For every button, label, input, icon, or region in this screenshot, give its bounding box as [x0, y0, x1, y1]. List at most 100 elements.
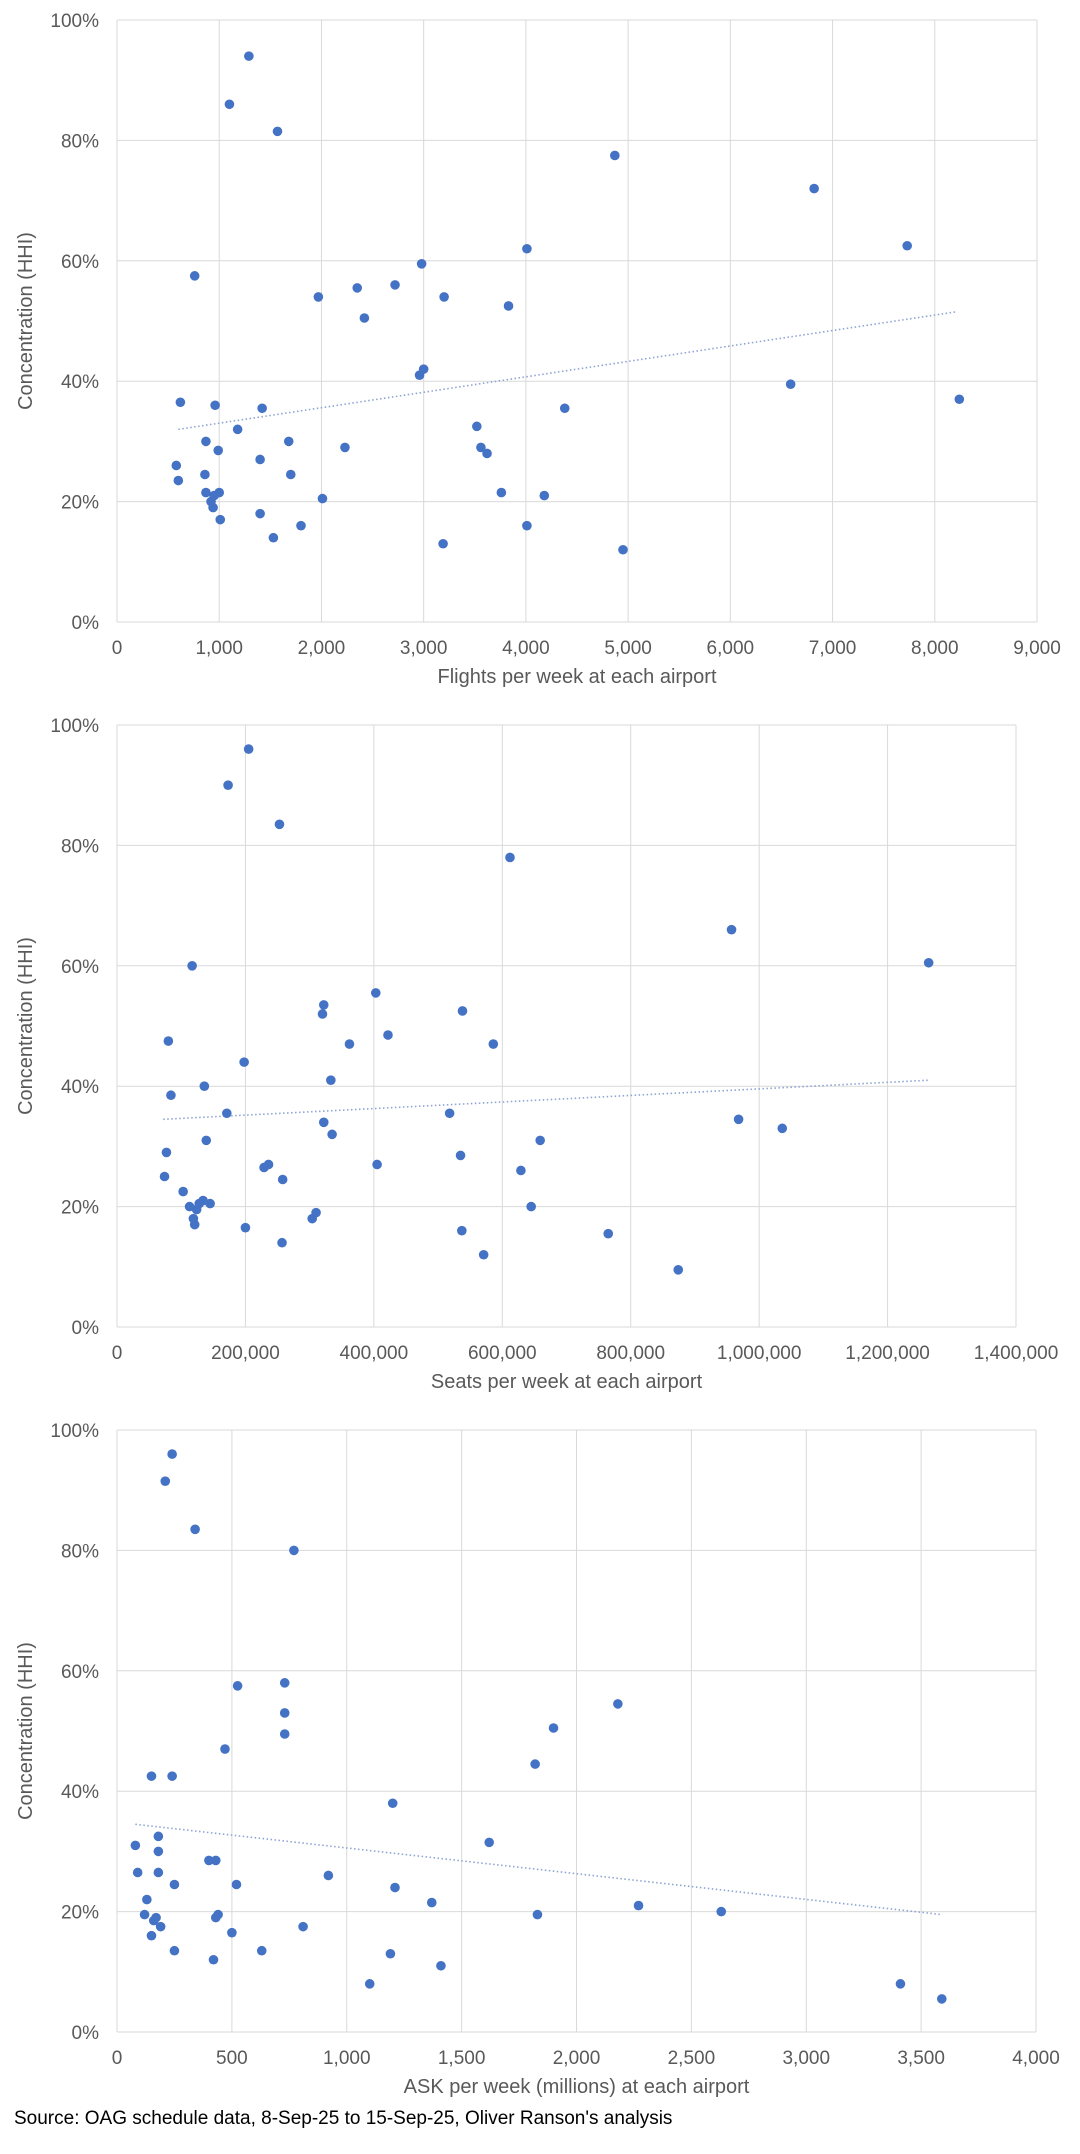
- data-point: [414, 370, 425, 380]
- data-point: [503, 301, 514, 311]
- data-point: [633, 1900, 644, 1911]
- data-point: [383, 1030, 393, 1040]
- data-point: [232, 424, 243, 435]
- data-point: [426, 1897, 437, 1908]
- x-tick-label: 3,000: [400, 638, 448, 659]
- x-axis-label: Seats per week at each airport: [431, 1371, 703, 1393]
- data-point: [505, 852, 515, 863]
- data-point: [191, 1204, 202, 1215]
- data-point: [298, 1921, 308, 1932]
- data-point: [159, 1171, 170, 1182]
- data-point: [259, 1162, 269, 1173]
- scatter-chart-2: 0 200,000 400,000 600,000 800,000 1,000,000 1,…: [15, 716, 1058, 1393]
- data-point: [726, 924, 737, 935]
- source-note: Source: OAG schedule data, 8-Sep-25 to 1…: [14, 2108, 673, 2129]
- data-point: [215, 514, 226, 525]
- data-point: [364, 1979, 375, 1989]
- data-point: [385, 1948, 396, 1959]
- y-tick-label: 100%: [50, 1421, 99, 1442]
- y-tick-label: 0%: [72, 613, 100, 634]
- data-point: [285, 469, 296, 480]
- y-tick-label: 80%: [61, 836, 99, 857]
- data-point: [175, 397, 186, 408]
- data-point: [243, 744, 254, 754]
- data-point: [160, 1476, 171, 1486]
- data-point: [200, 469, 210, 480]
- data-point: [436, 1960, 446, 1971]
- data-point: [390, 280, 400, 290]
- data-point: [223, 780, 233, 790]
- data-point: [204, 1855, 214, 1866]
- x-tick-label: 2,000: [553, 2048, 601, 2069]
- data-point: [224, 99, 235, 110]
- data-point: [370, 988, 381, 998]
- x-tick-label: 1,400,000: [974, 1343, 1059, 1364]
- data-point: [457, 1006, 468, 1016]
- data-point: [210, 400, 220, 411]
- data-point: [733, 1114, 744, 1125]
- data-point: [344, 1039, 355, 1049]
- data-point: [148, 1915, 159, 1926]
- x-tick-label: 500: [216, 2048, 248, 2069]
- data-point: [535, 1135, 545, 1146]
- data-point: [255, 508, 265, 519]
- data-point: [416, 259, 427, 269]
- data-point: [227, 1927, 237, 1938]
- y-tick-label: 60%: [61, 957, 99, 978]
- data-point: [166, 1090, 176, 1101]
- x-tick-label: 1,000,000: [717, 1343, 802, 1364]
- x-tick-label: 0: [112, 638, 123, 659]
- data-point: [954, 394, 965, 405]
- data-point: [199, 1081, 210, 1091]
- data-point: [163, 1036, 174, 1046]
- x-tick-label: 5,000: [604, 638, 652, 659]
- data-point: [167, 1771, 177, 1781]
- data-point: [187, 961, 197, 971]
- x-tick-label: 9,000: [1013, 638, 1061, 659]
- data-point: [274, 819, 285, 830]
- data-point: [213, 445, 223, 456]
- y-tick-label: 40%: [61, 1782, 99, 1803]
- data-point: [438, 538, 448, 549]
- y-tick-label: 80%: [61, 131, 99, 152]
- data-point: [902, 240, 912, 251]
- data-point: [279, 1729, 290, 1739]
- data-point: [613, 1699, 623, 1709]
- data-point: [189, 271, 200, 281]
- data-point: [161, 1147, 172, 1158]
- data-point: [340, 442, 350, 453]
- y-axis-label: Concentration (HHI): [15, 937, 37, 1115]
- data-point: [516, 1165, 526, 1176]
- data-point: [716, 1906, 727, 1917]
- x-tick-label: 7,000: [809, 638, 857, 659]
- data-point: [307, 1213, 318, 1224]
- data-point: [268, 532, 279, 543]
- data-point: [277, 1174, 288, 1185]
- trendline: [178, 311, 956, 431]
- data-point: [326, 1075, 336, 1085]
- data-point: [313, 292, 324, 302]
- data-point: [530, 1759, 540, 1769]
- data-point: [130, 1840, 141, 1851]
- y-tick-label: 0%: [72, 2023, 100, 2044]
- data-point: [205, 1198, 215, 1209]
- data-point: [923, 957, 934, 968]
- data-point: [323, 1870, 334, 1881]
- x-tick-label: 600,000: [468, 1343, 537, 1364]
- data-point: [272, 126, 283, 137]
- data-point: [190, 1524, 200, 1535]
- data-point: [231, 1879, 242, 1890]
- data-point: [201, 1135, 212, 1146]
- x-tick-label: 8,000: [911, 638, 959, 659]
- y-tick-label: 20%: [61, 1903, 99, 1924]
- data-point: [603, 1228, 614, 1239]
- data-point: [372, 1159, 382, 1170]
- data-point: [610, 150, 620, 161]
- data-point: [478, 1249, 489, 1260]
- data-point: [390, 1882, 400, 1893]
- data-point: [153, 1846, 164, 1857]
- data-point: [522, 243, 532, 254]
- data-point: [146, 1930, 157, 1941]
- data-point: [895, 1979, 906, 1989]
- data-point: [201, 436, 211, 447]
